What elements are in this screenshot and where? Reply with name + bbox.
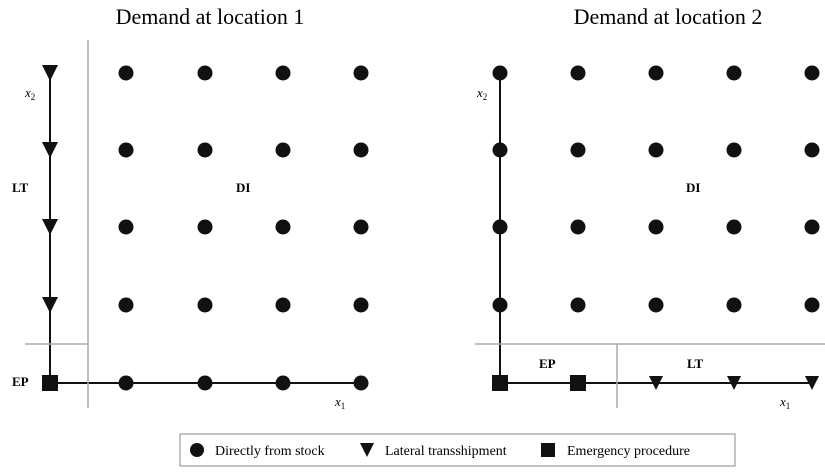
- dot: [118, 219, 134, 235]
- legend-label: Lateral transshipment: [385, 444, 507, 459]
- dot: [726, 297, 742, 313]
- region-label: LT: [687, 356, 703, 371]
- triangle: [727, 376, 741, 390]
- legend-label: Directly from stock: [215, 444, 325, 459]
- dot: [804, 219, 820, 235]
- axis-label: x2: [476, 85, 487, 102]
- dot: [570, 297, 586, 313]
- panel-title: Demand at location 1: [116, 4, 305, 29]
- triangle: [360, 443, 374, 457]
- square: [492, 375, 508, 391]
- dot: [118, 142, 134, 158]
- axis-label: x1: [779, 394, 790, 411]
- legend-box: [179, 433, 736, 467]
- dot: [197, 142, 213, 158]
- square: [541, 443, 555, 457]
- region-label: EP: [12, 374, 29, 389]
- dot: [275, 219, 291, 235]
- triangle: [42, 297, 58, 313]
- dot: [492, 297, 508, 313]
- dot: [726, 142, 742, 158]
- triangle: [805, 376, 819, 390]
- dot: [648, 297, 664, 313]
- dot: [197, 65, 213, 81]
- region-label: LT: [12, 180, 28, 195]
- dot: [353, 142, 369, 158]
- dot: [570, 65, 586, 81]
- triangle: [42, 142, 58, 158]
- dot: [570, 219, 586, 235]
- dot: [726, 219, 742, 235]
- dot: [648, 65, 664, 81]
- dot: [275, 297, 291, 313]
- dot: [197, 219, 213, 235]
- triangle: [649, 376, 663, 390]
- dot: [353, 65, 369, 81]
- dot: [275, 375, 291, 391]
- dot: [492, 65, 508, 81]
- shapes: [25, 40, 825, 467]
- region-label: DI: [686, 180, 700, 195]
- square: [42, 375, 58, 391]
- dot: [190, 443, 204, 457]
- axis-label: x2: [24, 85, 35, 102]
- dot: [804, 65, 820, 81]
- dot: [118, 65, 134, 81]
- dot: [353, 219, 369, 235]
- dot: [648, 142, 664, 158]
- dot: [353, 297, 369, 313]
- dot: [726, 65, 742, 81]
- triangle: [42, 219, 58, 235]
- dot: [197, 297, 213, 313]
- dot: [275, 65, 291, 81]
- axis-label: x1: [334, 394, 345, 411]
- legend-label: Emergency procedure: [567, 444, 690, 459]
- region-label: DI: [236, 180, 250, 195]
- dot: [570, 142, 586, 158]
- dot: [118, 297, 134, 313]
- dot: [804, 142, 820, 158]
- region-label: EP: [539, 356, 556, 371]
- dot: [197, 375, 213, 391]
- triangle: [42, 65, 58, 81]
- dot: [492, 142, 508, 158]
- square: [570, 375, 586, 391]
- dot: [353, 375, 369, 391]
- dot: [804, 297, 820, 313]
- dot: [492, 219, 508, 235]
- dot: [275, 142, 291, 158]
- dot: [648, 219, 664, 235]
- dot: [118, 375, 134, 391]
- panel-title: Demand at location 2: [574, 4, 763, 29]
